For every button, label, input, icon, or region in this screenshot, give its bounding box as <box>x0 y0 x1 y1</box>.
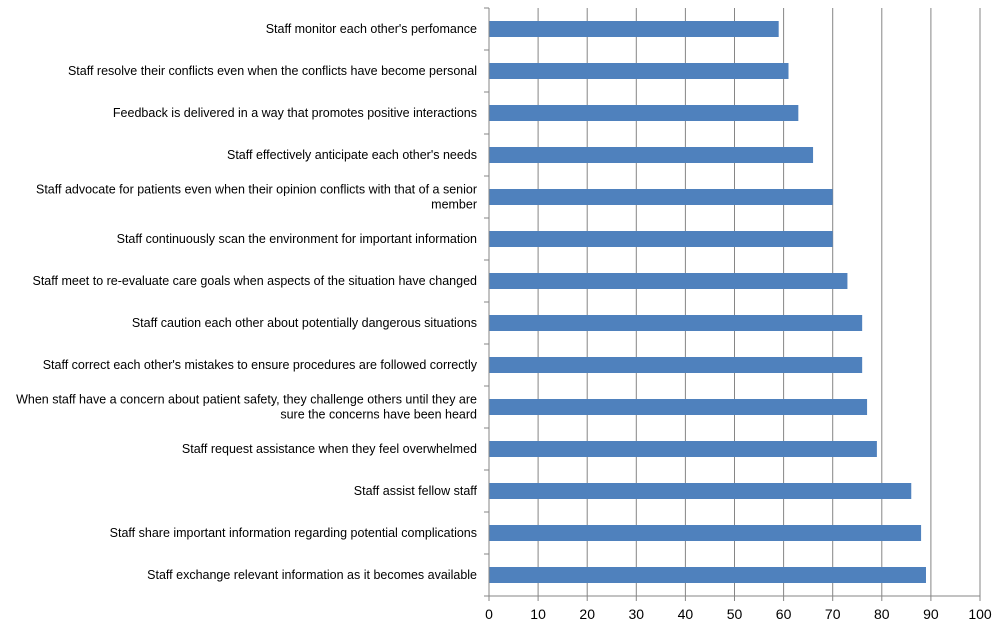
tick-labels: 0 10 20 30 40 50 60 70 80 90 100 <box>485 606 992 622</box>
category-label: Staff effectively anticipate each other'… <box>227 148 477 162</box>
category-label: Staff request assistance when they feel … <box>182 442 477 456</box>
category-labels: Staff monitor each other's perfomance Sta… <box>16 22 478 582</box>
category-label: Staff resolve their conflicts even when … <box>68 64 477 78</box>
x-tick-label: 10 <box>530 606 546 622</box>
x-tick-label: 20 <box>579 606 595 622</box>
x-tick-label: 0 <box>485 606 493 622</box>
bar <box>489 357 863 373</box>
category-label: Staff meet to re-evaluate care goals whe… <box>33 274 478 288</box>
bar <box>489 567 926 583</box>
x-tick-label: 90 <box>923 606 939 622</box>
x-tick-label: 80 <box>874 606 890 622</box>
category-label: Staff caution each other about potential… <box>132 316 477 330</box>
bar <box>489 273 848 289</box>
category-label: Feedback is delivered in a way that prom… <box>113 106 477 120</box>
category-label: Staff advocate for patients even when th… <box>36 183 477 212</box>
bar <box>489 147 814 163</box>
category-label: When staff have a concern about patient … <box>16 393 477 422</box>
bars <box>489 21 926 583</box>
x-tick-label: 60 <box>776 606 792 622</box>
category-label: Staff continuously scan the environment … <box>117 232 477 246</box>
x-tick-label: 70 <box>825 606 841 622</box>
bar <box>489 483 912 499</box>
bar <box>489 105 799 121</box>
bar <box>489 189 833 205</box>
x-tick-label: 100 <box>968 606 992 622</box>
bar <box>489 525 922 541</box>
axes <box>484 7 981 601</box>
category-label: Staff share important information regard… <box>110 526 477 540</box>
category-label: Staff monitor each other's perfomance <box>266 22 477 36</box>
x-tick-label: 40 <box>678 606 694 622</box>
category-label: Staff correct each other's mistakes to e… <box>43 358 478 372</box>
x-tick-label: 30 <box>629 606 645 622</box>
bar <box>489 63 789 79</box>
bar <box>489 441 877 457</box>
x-tick-label: 50 <box>727 606 743 622</box>
category-label: Staff assist fellow staff <box>354 484 478 498</box>
gridlines <box>537 8 981 596</box>
bar <box>489 231 833 247</box>
bar <box>489 399 868 415</box>
bar <box>489 21 779 37</box>
bar <box>489 315 863 331</box>
category-label: Staff exchange relevant information as i… <box>147 568 477 582</box>
